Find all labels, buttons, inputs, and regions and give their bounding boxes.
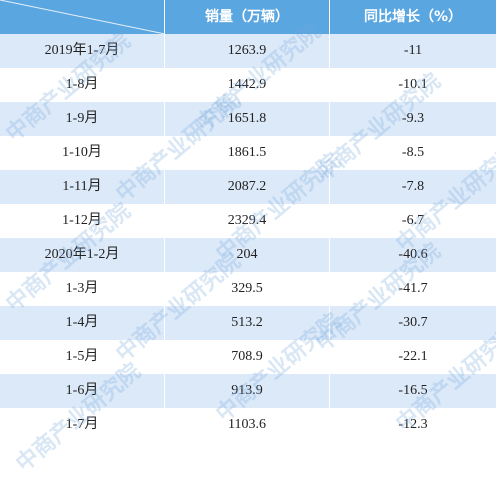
table-row: 1-4月 513.2 -30.7 xyxy=(0,306,496,340)
table-row: 1-11月 2087.2 -7.8 xyxy=(0,170,496,204)
table: 销量（万辆） 同比增长（%） 2019年1-7月 1263.9 -11 1-8月 144… xyxy=(0,0,496,442)
sales-cell: 204 xyxy=(165,238,330,272)
growth-cell: -10.1 xyxy=(398,77,428,92)
sales-cell: 1861.5 xyxy=(165,136,330,170)
period-cell: 1-5月 xyxy=(0,340,165,374)
table-row: 1-7月 1103.6 -12.3 xyxy=(0,408,496,442)
table-row: 1-9月 1651.8 -9.3 xyxy=(0,102,496,136)
growth-cell: -30.7 xyxy=(398,315,428,330)
growth-cell: -12.3 xyxy=(398,417,428,432)
sales-cell: 2087.2 xyxy=(165,170,330,204)
header-row: 销量（万辆） 同比增长（%） xyxy=(0,0,496,34)
growth-cell: -40.6 xyxy=(398,247,428,262)
growth-cell: -6.7 xyxy=(401,213,425,228)
table-row: 2020年1-2月 204 -40.6 xyxy=(0,238,496,272)
table-row: 2019年1-7月 1263.9 -11 xyxy=(0,34,496,68)
period-cell: 1-8月 xyxy=(0,68,165,102)
table-row: 1-10月 1861.5 -8.5 xyxy=(0,136,496,170)
period-cell: 1-10月 xyxy=(0,136,165,170)
period-cell: 2019年1-7月 xyxy=(0,34,165,68)
period-cell: 1-12月 xyxy=(0,204,165,238)
table-row: 1-5月 708.9 -22.1 xyxy=(0,340,496,374)
period-cell: 1-11月 xyxy=(0,170,165,204)
table-row: 1-12月 2329.4 -6.7 xyxy=(0,204,496,238)
header-cell: 同比增长（%） xyxy=(363,9,463,25)
diagonal xyxy=(0,0,165,34)
growth-cell: -7.8 xyxy=(401,179,425,194)
sales-cell: 708.9 xyxy=(165,340,330,374)
period-cell: 1-4月 xyxy=(0,306,165,340)
sales-cell: 1103.6 xyxy=(165,408,330,442)
period-cell: 1-7月 xyxy=(0,408,165,442)
table-row: 1-8月 1442.9 -10.1 xyxy=(0,68,496,102)
header-cell: 销量（万辆） xyxy=(165,0,330,34)
sales-cell: 913.9 xyxy=(165,374,330,408)
growth-cell: -11 xyxy=(403,43,423,58)
period-cell: 1-6月 xyxy=(0,374,165,408)
period-cell: 2020年1-2月 xyxy=(0,238,165,272)
sales-cell: 329.5 xyxy=(165,272,330,306)
growth-cell: -22.1 xyxy=(398,349,428,364)
period-cell: 1-9月 xyxy=(0,102,165,136)
sales-cell: 513.2 xyxy=(165,306,330,340)
sales-cell: 2329.4 xyxy=(165,204,330,238)
table-row: 1-6月 913.9 -16.5 xyxy=(0,374,496,408)
table-row: 1-3月 329.5 -41.7 xyxy=(0,272,496,306)
growth-cell: -8.5 xyxy=(401,145,425,160)
growth-cell: -41.7 xyxy=(398,281,428,296)
sales-cell: 1442.9 xyxy=(165,68,330,102)
period-cell: 1-3月 xyxy=(0,272,165,306)
growth-cell: -9.3 xyxy=(401,111,425,126)
sales-cell: 1651.8 xyxy=(165,102,330,136)
sales-cell: 1263.9 xyxy=(165,34,330,68)
growth-cell: -16.5 xyxy=(398,383,428,398)
corner-cell xyxy=(0,0,165,34)
